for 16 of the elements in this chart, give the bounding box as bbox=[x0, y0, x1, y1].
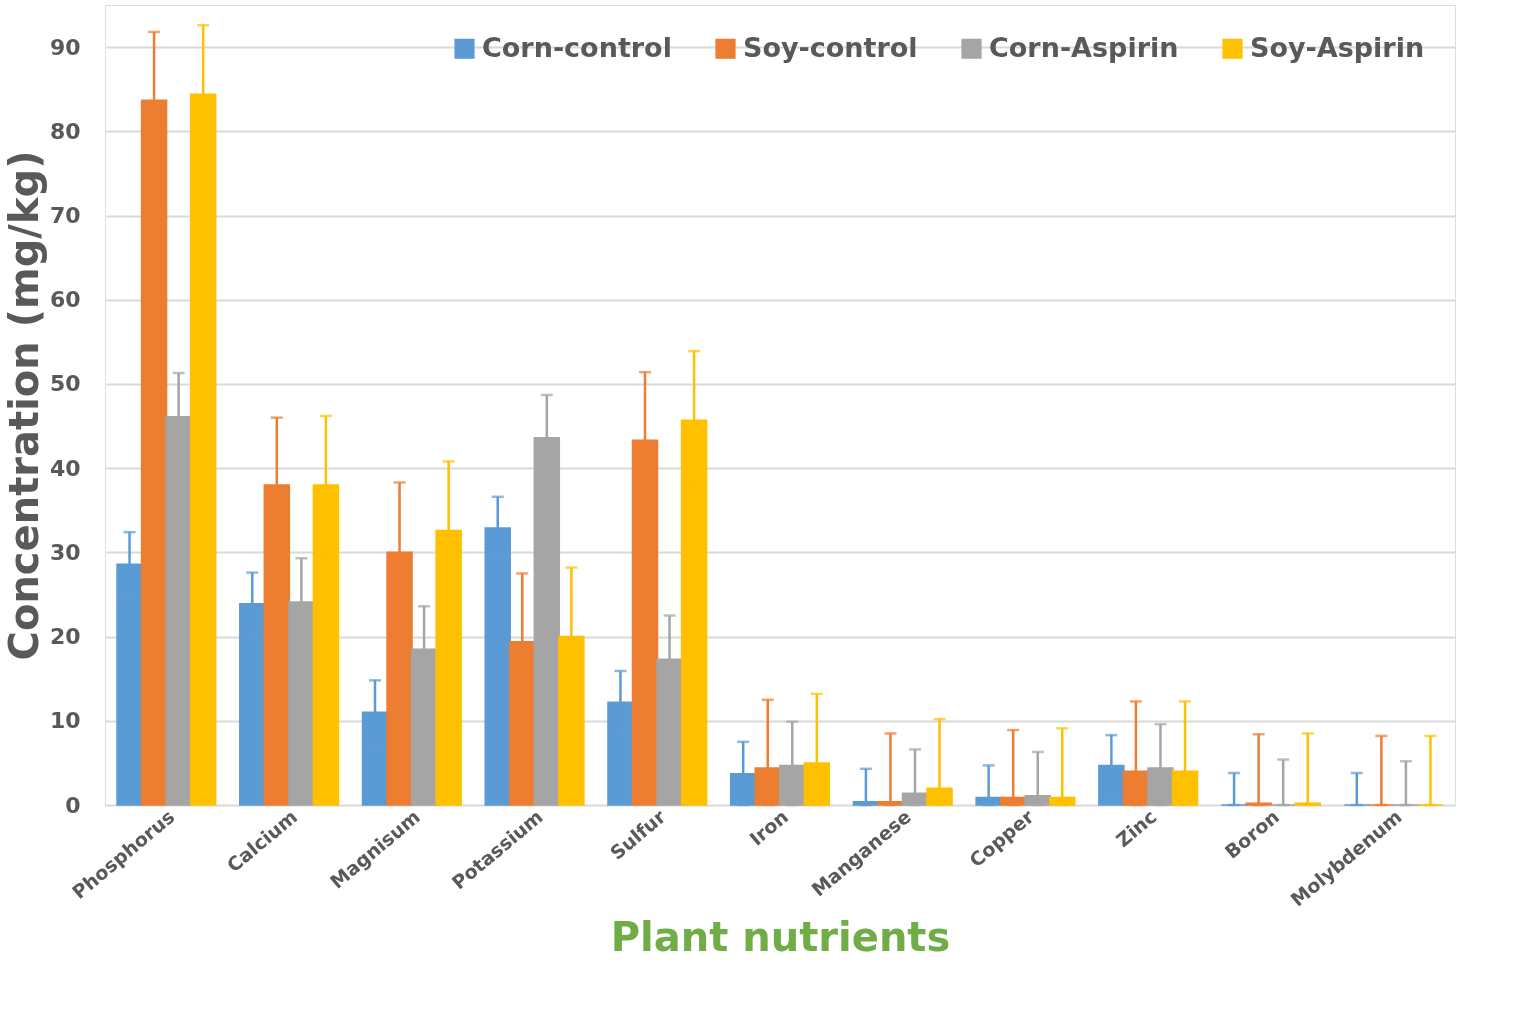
y-tick-label: 60 bbox=[49, 287, 81, 313]
legend-label: Corn-Aspirin bbox=[989, 31, 1179, 63]
y-tick-label: 50 bbox=[49, 371, 81, 397]
y-tick-label: 30 bbox=[49, 539, 81, 565]
y-tick-label: 20 bbox=[49, 624, 81, 650]
y-axis-title: Concentration (mg/kg) bbox=[0, 150, 47, 661]
y-tick-label: 10 bbox=[49, 708, 81, 734]
y-tick-label: 40 bbox=[49, 455, 81, 481]
y-tick-label: 70 bbox=[49, 203, 81, 229]
legend-label: Soy-Aspirin bbox=[1250, 31, 1425, 63]
y-tick-label: 80 bbox=[49, 118, 81, 144]
legend-label: Corn-control bbox=[482, 31, 672, 63]
legend-label: Soy-control bbox=[743, 31, 918, 63]
x-axis-title: Plant nutrients bbox=[610, 913, 951, 960]
y-tick-label: 0 bbox=[65, 792, 81, 818]
y-tick-label: 90 bbox=[49, 34, 81, 60]
